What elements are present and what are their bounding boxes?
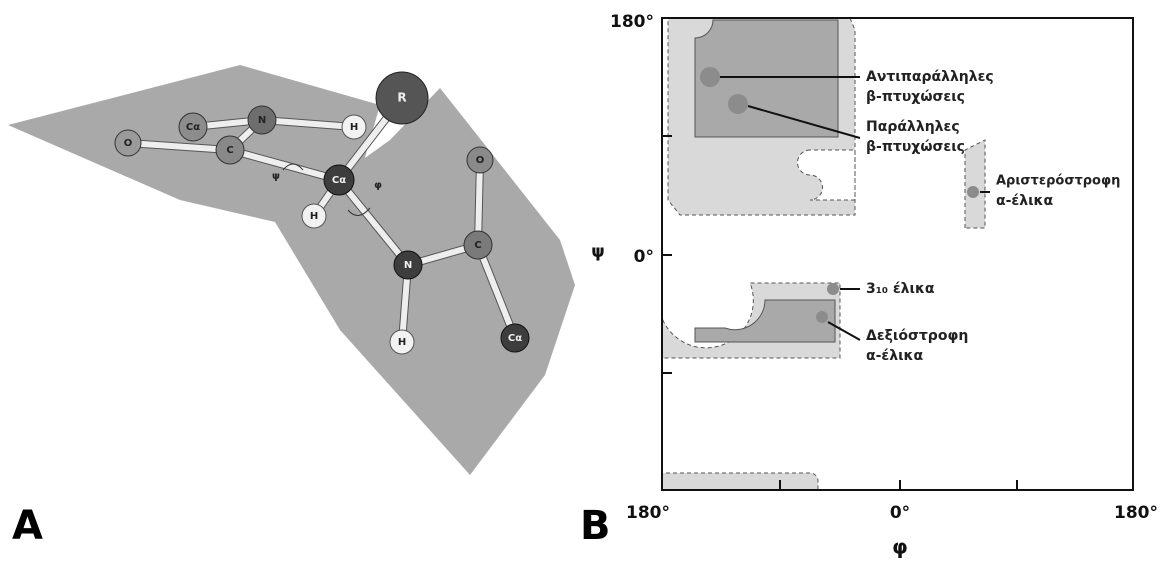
x-axis-label: φ	[892, 535, 908, 559]
panel-label: A	[12, 503, 43, 549]
atom-label: O	[124, 138, 133, 149]
atom-label: H	[350, 122, 358, 133]
figure: Cα N H R O C Cα H O C N H Cα ψ φ A	[0, 0, 1164, 565]
region-label: Αντιπαράλληλες	[866, 69, 994, 85]
atom-label: Cα	[508, 333, 522, 344]
atom-label: H	[310, 211, 318, 222]
region-label: Παράλληλες	[866, 119, 960, 135]
y-axis-label: ψ	[591, 242, 605, 262]
region-dot	[816, 311, 828, 323]
region-label: α-έλικα	[996, 193, 1053, 209]
region-dot	[700, 67, 720, 87]
x-tick-label: 180°	[1114, 503, 1158, 523]
atom-label: H	[398, 337, 406, 348]
x-tick-label: 0°	[890, 503, 910, 523]
atom-label: C	[226, 145, 233, 156]
y-tick-label: 180°	[610, 12, 654, 32]
region-bottom	[662, 473, 818, 490]
ramachandran-plot: Αντιπαράλληλες β-πτυχώσεις Παράλληλες β-…	[580, 12, 1158, 559]
region-left-helix	[965, 140, 985, 228]
region-label: Δεξιόστροφη	[866, 328, 968, 344]
x-tick-label: 180°	[626, 503, 670, 523]
region-label: 3₁₀ έλικα	[866, 281, 935, 297]
atom-label: N	[258, 115, 266, 126]
region-dot	[827, 283, 839, 295]
atom-label: Cα	[186, 122, 200, 133]
region-label: Αριστερόστροφη	[996, 174, 1120, 189]
panel-label: B	[580, 503, 611, 549]
atom-label: O	[476, 155, 485, 166]
angle-label: φ	[374, 180, 382, 191]
y-tick-label: 0°	[634, 247, 654, 267]
region-label: β-πτυχώσεις	[866, 139, 965, 155]
atom-label: N	[404, 260, 412, 271]
atom-label: C	[474, 240, 481, 251]
region-dot	[967, 186, 979, 198]
region-label: α-έλικα	[866, 348, 923, 364]
region-label: β-πτυχώσεις	[866, 89, 965, 105]
atom-label: R	[397, 91, 406, 105]
atom-label: Cα	[332, 175, 346, 186]
angle-label: ψ	[272, 171, 280, 182]
region-alpha-core	[695, 300, 835, 342]
region-dot	[728, 94, 748, 114]
peptide-diagram: Cα N H R O C Cα H O C N H Cα ψ φ A	[8, 65, 575, 549]
